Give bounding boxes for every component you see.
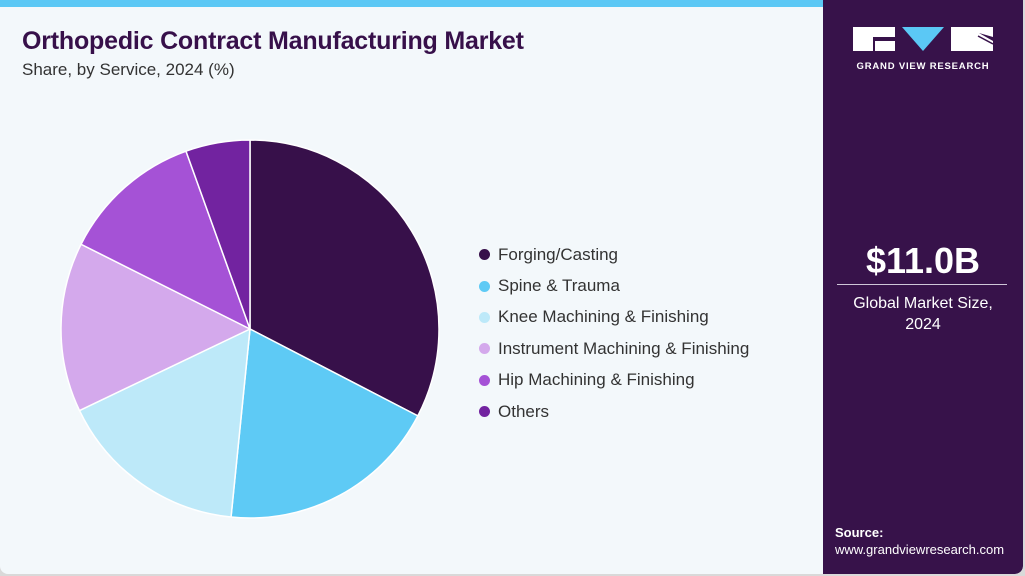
legend-item: Others <box>479 396 749 427</box>
legend-label: Others <box>498 401 550 421</box>
pie-slice-knee-machining-finishing <box>78 328 251 518</box>
legend-label: Spine & Trauma <box>498 276 620 296</box>
chart-title: Orthopedic Contract Manufacturing Market <box>22 27 524 55</box>
legend-label: Hip Machining & Finishing <box>498 370 695 390</box>
legend-dot-icon <box>479 406 490 418</box>
legend-dot-icon <box>479 280 490 292</box>
divider <box>837 284 1007 285</box>
legend-dot-icon <box>479 249 490 261</box>
accent-bar <box>0 0 823 7</box>
pie-slice-hip-machining-finishing <box>80 150 251 330</box>
grand-view-research-logo-icon <box>853 27 993 51</box>
market-size-label-line1: Global Market Size, <box>853 295 993 312</box>
side-panel: GRAND VIEW RESEARCH $11.0B Global Market… <box>823 0 1023 574</box>
source-link[interactable]: www.grandviewresearch.com <box>835 542 1005 557</box>
legend-dot-icon <box>479 311 490 323</box>
legend-label: Instrument Machining & Finishing <box>498 338 750 358</box>
legend-item: Spine & Trauma <box>479 270 749 301</box>
legend-item: Instrument Machining & Finishing <box>479 333 749 364</box>
legend-label: Forging/Casting <box>498 244 619 264</box>
chart-subtitle: Share, by Service, 2024 (%) <box>22 60 235 79</box>
legend-item: Knee Machining & Finishing <box>479 302 749 333</box>
source-label: Source: <box>835 525 884 540</box>
pie-slice-instrument-machining-finishing <box>60 243 251 412</box>
legend-item: Hip Machining & Finishing <box>479 365 749 396</box>
legend-dot-icon <box>479 343 490 355</box>
legend-item: Forging/Casting <box>479 239 749 270</box>
legend-label: Knee Machining & Finishing <box>498 307 709 327</box>
legend-dot-icon <box>479 374 490 386</box>
pie-slice-spine-trauma <box>230 328 419 519</box>
logo-text: GRAND VIEW RESEARCH <box>856 61 990 72</box>
pie-slice-forging-casting <box>249 139 440 417</box>
pie-chart <box>60 139 440 519</box>
chart-legend: Forging/Casting Spine & Trauma Knee Machin… <box>479 239 749 427</box>
pie-slice-others <box>185 139 251 330</box>
market-size-label: Global Market Size, 2024 <box>823 293 1023 335</box>
market-size-label-year: 2024 <box>905 316 941 333</box>
market-size-value: $11.0B <box>865 240 981 281</box>
